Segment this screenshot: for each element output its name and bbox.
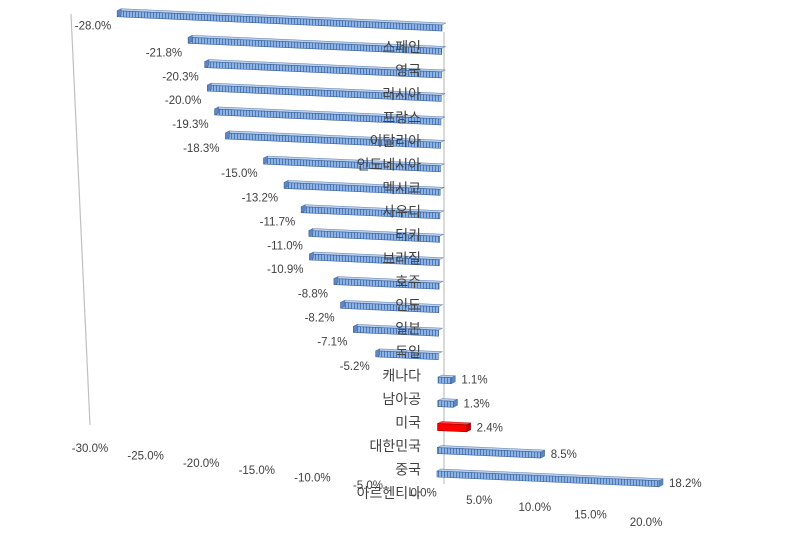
category-label: 대한민국 (369, 438, 421, 454)
bar (352, 324, 444, 337)
bar (437, 374, 457, 385)
labels-layer: -30.0% -25.0% -20.0% -15.0% -10.0% -5.0% 0.0% 5… (72, 21, 702, 529)
x-tick-label: -10.0% (294, 473, 330, 485)
x-tick-label: 20.0% (630, 517, 663, 529)
data-label: -5.2% (340, 361, 370, 373)
bar (300, 204, 445, 220)
category-label: 프랑스 (382, 109, 421, 125)
category-label: 터키 (395, 227, 421, 243)
bar (206, 82, 446, 102)
bar (436, 445, 546, 459)
bar (203, 59, 447, 79)
bar (187, 34, 447, 55)
bar (308, 228, 445, 243)
bar (374, 348, 444, 360)
bar (283, 180, 445, 196)
category-label: 일본 (395, 321, 421, 337)
data-label: -11.7% (260, 217, 296, 229)
bar (308, 251, 445, 267)
category-label: 중국 (395, 462, 421, 478)
bar (333, 276, 444, 290)
category-label: 호주 (395, 274, 421, 290)
x-tick-label: 0.0% (410, 487, 436, 499)
category-label: 미국 (395, 415, 421, 431)
data-label: -7.1% (317, 336, 347, 348)
data-label: -8.8% (298, 289, 328, 301)
x-tick-label: 5.0% (466, 495, 492, 507)
category-label: 이탈리아 (369, 133, 421, 149)
category-label: 영국 (395, 62, 421, 78)
category-label: 인도 (395, 297, 421, 313)
chart-axes (70, 13, 445, 484)
data-label: -18.3% (183, 143, 219, 155)
bar (262, 155, 446, 173)
x-tick-label: -15.0% (239, 465, 275, 477)
data-label: -28.0% (75, 21, 111, 33)
category-label: 스페인 (382, 39, 421, 55)
data-label: -19.3% (172, 119, 208, 131)
data-label: 1.3% (464, 398, 490, 410)
category-label: 러시아 (382, 86, 421, 102)
x-tick-label: -25.0% (127, 450, 163, 462)
category-label: 남아공 (382, 391, 421, 407)
x-tick-label: 10.0% (518, 502, 551, 514)
data-label: 18.2% (669, 478, 702, 490)
data-label: 2.4% (477, 422, 503, 434)
data-label: -8.2% (305, 312, 335, 324)
bars-layer (116, 8, 664, 488)
data-label: 1.1% (461, 375, 487, 387)
category-label: 멕시코 (382, 180, 421, 196)
bar (437, 398, 459, 408)
category-label: 캐나다 (382, 368, 421, 384)
data-label: -20.0% (165, 95, 201, 107)
bar (436, 421, 472, 433)
data-label: -15.0% (221, 168, 257, 180)
data-label: -21.8% (146, 47, 182, 59)
x-tick-label: -5.0% (353, 480, 383, 492)
x-tick-label: -30.0% (72, 443, 108, 455)
data-label: -11.0% (267, 241, 303, 253)
category-label: 아르헨티나 (357, 485, 422, 501)
data-label: 8.5% (551, 449, 577, 461)
category-label: 독일 (395, 344, 421, 360)
category-label: 브라질 (382, 250, 421, 266)
data-label: -10.9% (267, 264, 303, 276)
bar (339, 300, 444, 313)
bar (116, 8, 447, 32)
x-tick-label: 15.0% (574, 510, 607, 522)
category-label: 인도네시아 (357, 156, 422, 172)
x-tick-label: -20.0% (183, 458, 219, 470)
data-label: -20.3% (162, 72, 198, 84)
left-axis-line (70, 13, 91, 426)
bar (213, 106, 446, 126)
data-label: -13.2% (242, 192, 278, 204)
bar (436, 468, 664, 488)
bar (224, 130, 446, 149)
category-label: 사우디 (382, 203, 421, 219)
